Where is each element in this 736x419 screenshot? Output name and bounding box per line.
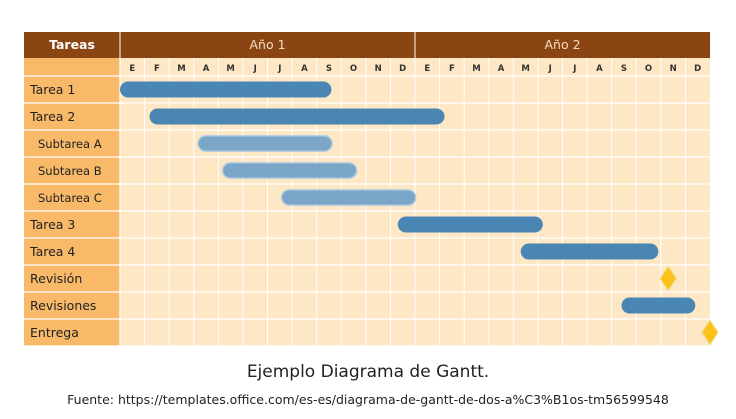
task-label: Tarea 1 — [29, 82, 75, 97]
subtask-bar — [223, 163, 356, 178]
month-tick-label: S — [326, 64, 332, 74]
month-tick-label: J — [572, 64, 576, 74]
month-tick-label: M — [521, 64, 529, 74]
month-tick-label: A — [596, 64, 603, 74]
month-tick-label: S — [621, 64, 627, 74]
month-tick-label: A — [498, 64, 505, 74]
month-tick-label: M — [177, 64, 185, 74]
header-band — [24, 32, 710, 58]
task-label: Subtarea A — [38, 137, 102, 151]
month-tick-label: D — [399, 64, 406, 74]
task-label: Entrega — [30, 325, 79, 340]
month-tick-label: N — [670, 64, 677, 74]
task-label: Tarea 4 — [29, 244, 75, 259]
month-tick-label: N — [375, 64, 382, 74]
month-tick-label: F — [449, 64, 455, 74]
task-label: Tarea 3 — [29, 217, 75, 232]
month-tick-label: A — [301, 64, 308, 74]
subtask-bar — [282, 190, 415, 205]
month-tick-label: E — [129, 64, 135, 74]
month-tick-label: D — [694, 64, 701, 74]
figure-source: Fuente: https://templates.office.com/es-… — [67, 392, 669, 407]
month-tick-label: E — [424, 64, 430, 74]
task-label: Subtarea C — [38, 191, 102, 205]
month-tick-label: J — [253, 64, 257, 74]
milestone-diamond — [659, 265, 677, 292]
header-tasks-label: Tareas — [49, 37, 95, 52]
task-bar — [621, 297, 696, 314]
task-bar — [520, 243, 659, 260]
task-label: Revisiones — [30, 298, 96, 313]
task-label: Tarea 2 — [29, 109, 75, 124]
task-bar — [120, 81, 332, 98]
task-bar — [397, 216, 543, 233]
month-tick-label: A — [203, 64, 210, 74]
month-tick-label: O — [350, 64, 357, 74]
milestone-diamond — [701, 319, 719, 346]
figure-caption: Ejemplo Diagrama de Gantt. — [246, 362, 490, 382]
task-bar — [149, 108, 445, 125]
year-label: Año 2 — [544, 37, 580, 52]
month-tick-label: M — [472, 64, 480, 74]
gantt-chart: Tareas Año 1 Año 2 E F M A M J J A S O N D E F M A M J J A S O N D… — [24, 32, 719, 347]
month-tick-label: J — [277, 64, 281, 74]
year-label: Año 1 — [249, 37, 285, 52]
task-label: Subtarea B — [38, 164, 102, 178]
month-tick-label: F — [154, 64, 160, 74]
month-tick-label: J — [548, 64, 552, 74]
month-tick-label: M — [226, 64, 234, 74]
month-row-corner — [24, 58, 120, 76]
task-label: Revisión — [30, 271, 82, 286]
month-tick-label: O — [645, 64, 652, 74]
subtask-bar — [198, 136, 332, 151]
